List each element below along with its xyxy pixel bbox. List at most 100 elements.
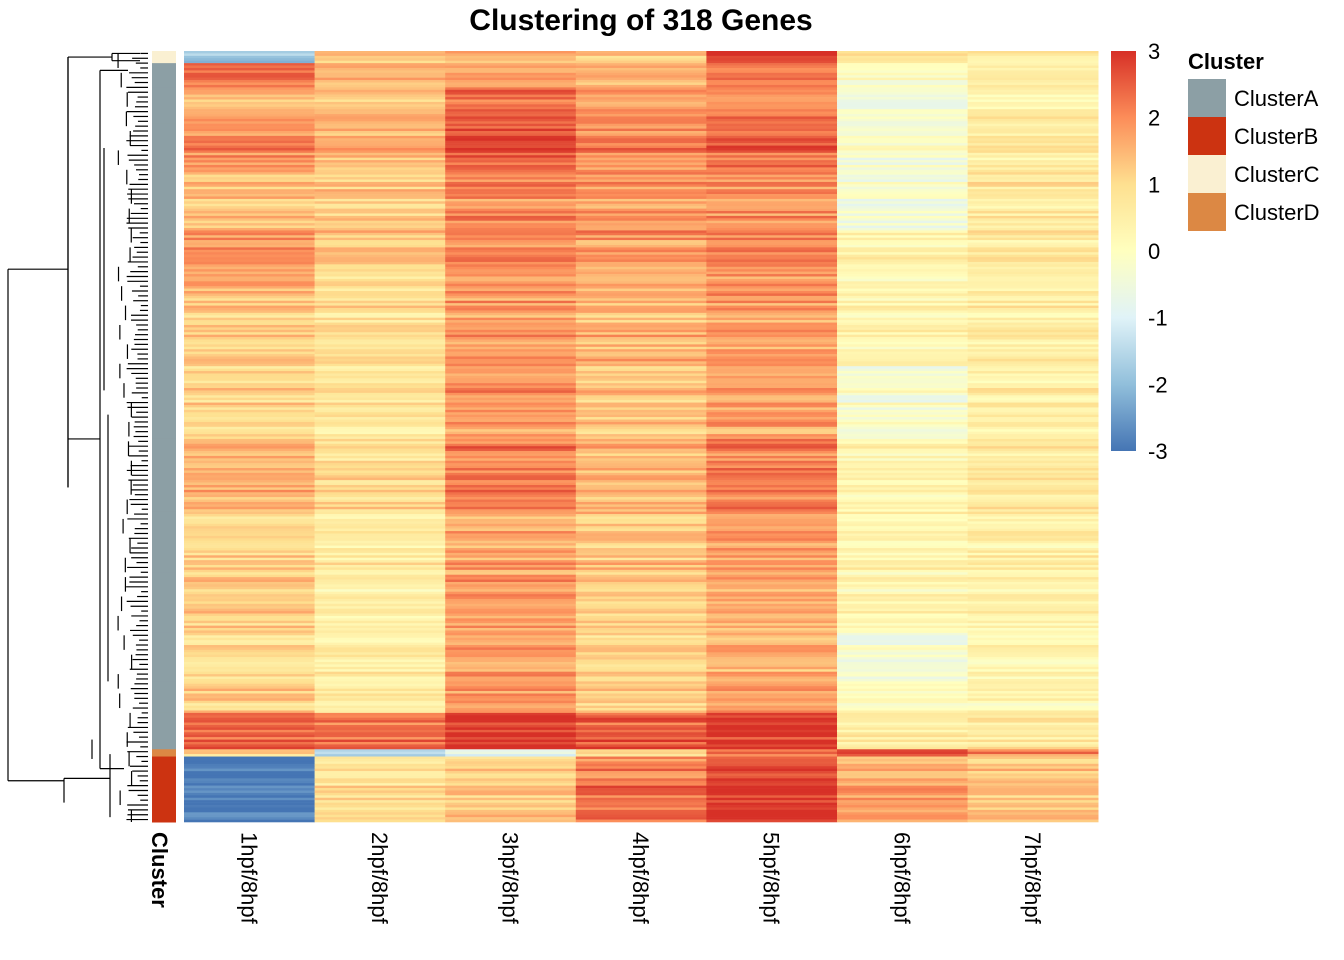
heatmap-cell <box>967 618 1099 622</box>
heatmap-cell <box>445 392 577 396</box>
heatmap-cell <box>184 397 315 401</box>
heatmap-cell <box>837 470 968 474</box>
heatmap-cell <box>575 788 707 791</box>
heatmap-cell <box>706 101 838 105</box>
heatmap-cell <box>967 708 1099 711</box>
heatmap-cell <box>967 300 1099 304</box>
heatmap-cell <box>575 315 707 318</box>
heatmap-cell <box>184 404 315 408</box>
heatmap-cell <box>967 606 1099 609</box>
heatmap-cell <box>184 676 315 680</box>
heatmap-cell <box>575 371 707 374</box>
heatmap-cell <box>445 613 577 617</box>
heatmap-cell <box>706 666 838 670</box>
heatmap-cell <box>575 104 707 108</box>
heatmap-cell <box>706 128 838 132</box>
heatmap-cell <box>837 545 968 549</box>
heatmap-cell <box>706 523 838 527</box>
heatmap-cell <box>575 499 707 503</box>
heatmap-cell <box>445 695 577 699</box>
heatmap-cell <box>967 412 1099 415</box>
heatmap-cell <box>184 746 315 750</box>
heatmap-cell <box>314 191 446 195</box>
heatmap-cell <box>575 92 707 95</box>
heatmap-cell <box>706 720 838 723</box>
heatmap-cell <box>575 732 707 736</box>
heatmap-cell <box>706 230 838 234</box>
heatmap-cell <box>445 126 577 129</box>
heatmap-cell <box>575 661 707 665</box>
heatmap-cell <box>706 594 838 597</box>
heatmap-cell <box>967 409 1099 413</box>
legend-item-label: ClusterA <box>1234 86 1319 111</box>
heatmap-cell <box>184 368 315 372</box>
heatmap-cell <box>575 581 707 585</box>
heatmap-cell <box>575 274 707 277</box>
heatmap-cell <box>706 451 838 454</box>
heatmap-cell <box>575 356 707 360</box>
heatmap-cell <box>314 143 446 146</box>
heatmap-cell <box>314 710 446 714</box>
heatmap-cell <box>184 155 315 158</box>
heatmap-cell <box>314 586 446 590</box>
heatmap-cell <box>184 535 315 539</box>
heatmap-cell <box>314 671 446 675</box>
heatmap-cell <box>445 472 577 476</box>
heatmap-cell <box>837 208 968 212</box>
heatmap-cell <box>314 470 446 474</box>
heatmap-cell <box>837 332 968 335</box>
heatmap-cell <box>184 642 315 646</box>
heatmap-cell <box>314 324 446 328</box>
heatmap-cell <box>706 366 838 369</box>
heatmap-cell <box>706 465 838 469</box>
heatmap-cell <box>706 443 838 447</box>
heatmap-cell <box>967 249 1099 253</box>
heatmap-cell <box>314 388 446 391</box>
heatmap-cell <box>967 84 1099 88</box>
heatmap-cell <box>184 417 315 420</box>
heatmap-cell <box>575 455 707 459</box>
heatmap-cell <box>184 230 315 234</box>
heatmap-cell <box>445 337 577 340</box>
heatmap-cell <box>967 494 1099 498</box>
heatmap-cell <box>184 574 315 578</box>
heatmap-cell <box>314 603 446 607</box>
heatmap-cell <box>445 128 577 132</box>
heatmap-cell <box>184 661 315 665</box>
heatmap-cell <box>706 177 838 180</box>
heatmap-cell <box>706 780 838 784</box>
heatmap-cell <box>575 397 707 401</box>
heatmap-cell <box>314 218 446 222</box>
heatmap-cell <box>184 303 315 306</box>
heatmap-cell <box>837 603 968 607</box>
heatmap-cell <box>575 722 707 726</box>
heatmap-cell <box>184 295 315 299</box>
heatmap-cell <box>445 715 577 719</box>
heatmap-cell <box>967 497 1099 500</box>
heatmap-cell <box>575 143 707 146</box>
heatmap-cell <box>967 652 1099 656</box>
heatmap-cell <box>184 552 315 556</box>
heatmap-cell <box>706 499 838 503</box>
heatmap-cell <box>314 194 446 197</box>
heatmap-cell <box>575 194 707 197</box>
heatmap-cell <box>445 152 577 156</box>
heatmap-cell <box>706 819 838 823</box>
heatmap-cell <box>837 305 968 309</box>
heatmap-cell <box>445 254 577 258</box>
heatmap-cell <box>314 727 446 731</box>
heatmap-cell <box>575 208 707 212</box>
heatmap-cell <box>445 419 577 423</box>
heatmap-cell <box>445 145 577 149</box>
heatmap-cell <box>445 312 577 316</box>
heatmap-cell <box>184 579 315 583</box>
heatmap-cell <box>967 128 1099 132</box>
heatmap-cell <box>314 315 446 318</box>
heatmap-cell <box>837 138 968 142</box>
heatmap-cell <box>184 630 315 634</box>
annotation-segment-clustera <box>152 438 176 513</box>
heatmap-cell <box>445 351 577 355</box>
heatmap-cell <box>445 65 577 69</box>
heatmap-cell <box>184 407 315 411</box>
heatmap-cell <box>837 75 968 78</box>
